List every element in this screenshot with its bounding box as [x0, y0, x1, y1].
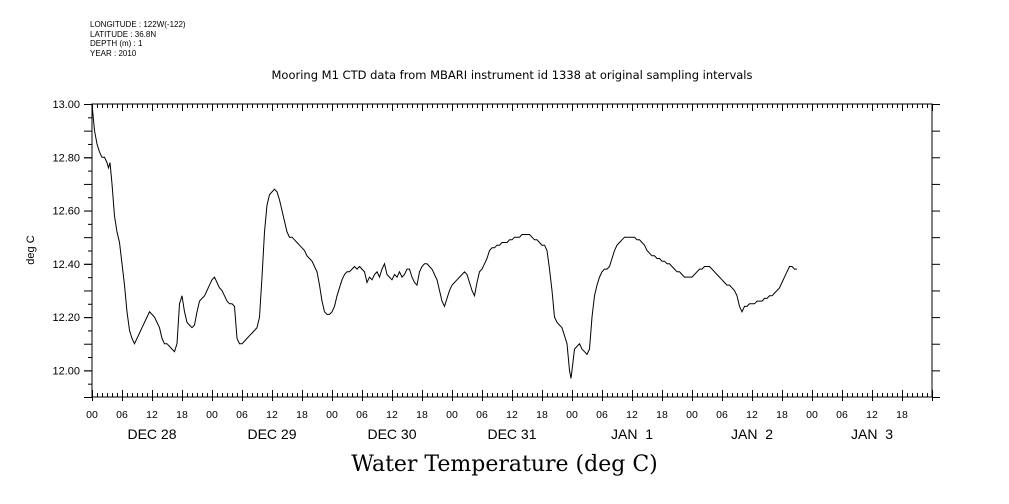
y-tick-label: 13.00 — [52, 99, 80, 111]
x-tick-label: 18 — [896, 409, 908, 421]
x-tick-label: 12 — [626, 409, 638, 421]
day-label: DEC 30 — [367, 426, 416, 442]
x-tick-label: 12 — [146, 409, 158, 421]
x-tick-label: 00 — [206, 409, 218, 421]
day-label: DEC 28 — [127, 426, 176, 442]
x-tick-label: 18 — [536, 409, 548, 421]
x-tick-label: 06 — [116, 409, 128, 421]
chart-title: Mooring M1 CTD data from MBARI instrumen… — [271, 68, 753, 82]
y-tick-label: 12.80 — [52, 152, 80, 164]
depth-text: DEPTH (m) : 1 — [90, 39, 143, 48]
plot-frame — [91, 103, 933, 398]
y-tick-label: 12.60 — [52, 206, 80, 218]
footer-label: Water Temperature (deg C) — [351, 452, 658, 477]
series-line — [91, 103, 797, 379]
day-label: DEC 29 — [247, 426, 296, 442]
axis-ticks — [84, 104, 940, 401]
x-tick-label: 00 — [446, 409, 458, 421]
x-tick-label: 06 — [596, 409, 608, 421]
x-tick-label: 06 — [476, 409, 488, 421]
day-label: JAN 3 — [851, 426, 893, 442]
x-tick-label: 12 — [506, 409, 518, 421]
x-tick-label: 06 — [716, 409, 728, 421]
x-tick-label: 00 — [686, 409, 698, 421]
x-tick-label: 12 — [386, 409, 398, 421]
x-tick-label: 18 — [656, 409, 668, 421]
x-tick-label: 18 — [416, 409, 428, 421]
x-tick-label: 00 — [806, 409, 818, 421]
x-tick-label: 18 — [296, 409, 308, 421]
y-tick-label: 12.00 — [52, 365, 80, 377]
year-text: YEAR : 2010 — [90, 48, 137, 58]
x-tick-label: 00 — [566, 409, 578, 421]
x-tick-label: 06 — [236, 409, 248, 421]
axis-labels: 00 06 12 18 00 06 12 18 00 06 12 18 00 06 12 18 00 06 12 18… — [52, 99, 908, 442]
latitude-text: LATITUDE : 36.8N — [90, 29, 157, 39]
x-tick-label: 06 — [836, 409, 848, 421]
y-axis-label: deg C — [25, 235, 37, 264]
x-tick-label: 12 — [746, 409, 758, 421]
longitude-text: LONGITUDE : 122W(-122) — [90, 20, 186, 29]
x-tick-label: 00 — [326, 409, 338, 421]
x-tick-label: 00 — [86, 409, 98, 421]
x-tick-label: 06 — [356, 409, 368, 421]
day-label: DEC 31 — [487, 426, 536, 442]
day-label: JAN 2 — [731, 426, 773, 442]
metadata-block: LONGITUDE : 122W(-122) LATITUDE : 36.8N … — [90, 20, 186, 58]
y-tick-label: 12.40 — [52, 259, 80, 271]
day-label: JAN 1 — [611, 426, 653, 442]
y-tick-label: 12.20 — [52, 312, 80, 324]
x-tick-label: 18 — [776, 409, 788, 421]
x-tick-label: 12 — [866, 409, 878, 421]
x-tick-label: 12 — [266, 409, 278, 421]
x-tick-label: 18 — [176, 409, 188, 421]
